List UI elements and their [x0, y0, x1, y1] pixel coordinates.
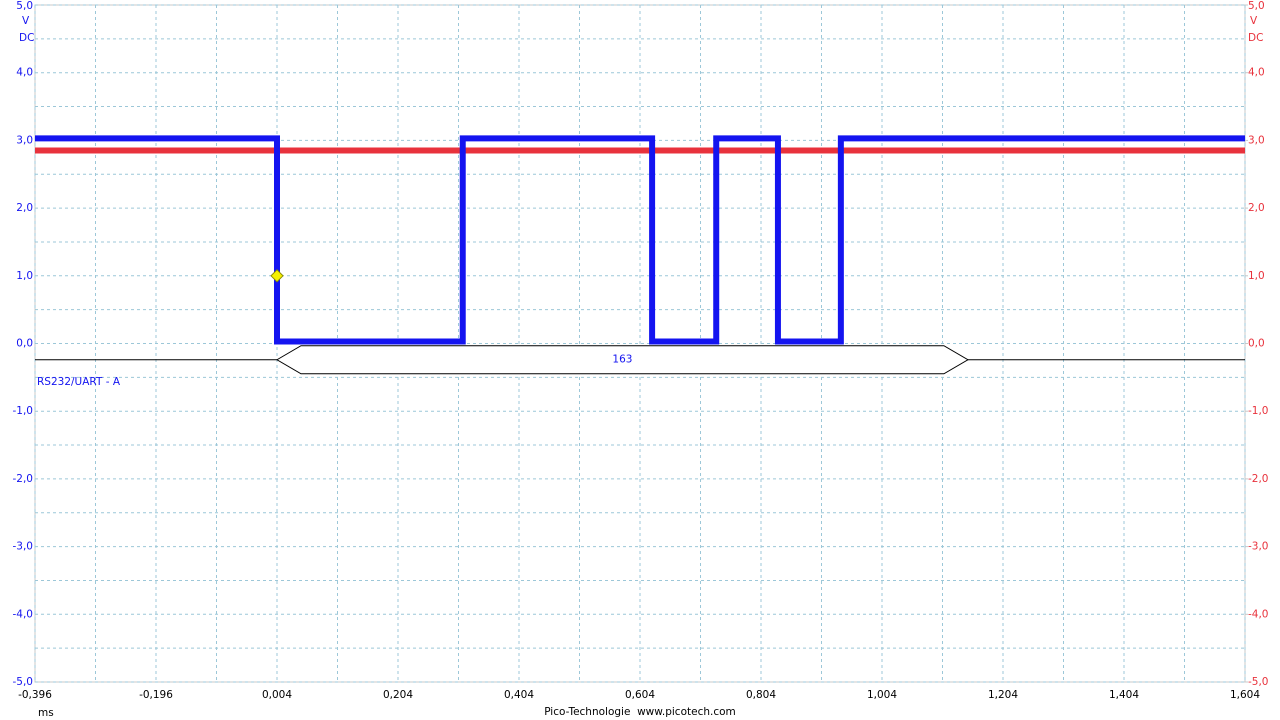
y-tick-label: -5,0: [13, 676, 34, 688]
x-tick-label: 0,204: [383, 689, 413, 701]
y-tick-label: 0,0: [16, 338, 33, 350]
y2-tick-label: -4,0: [1248, 608, 1269, 620]
x-tick-label: 1,604: [1230, 689, 1260, 701]
trigger-marker: [270, 269, 284, 283]
x-tick-label: 1,204: [988, 689, 1018, 701]
decoder-packet: [276, 345, 969, 375]
y2-tick-label: -2,0: [1248, 473, 1269, 485]
footer: Pico-Technologie www.picotech.com: [544, 706, 736, 718]
y2-tick-label: 5,0: [1248, 0, 1265, 12]
y2-tick-label: 3,0: [1248, 134, 1265, 146]
y-tick-label: 5,0: [16, 0, 33, 12]
y-tick-label: -1,0: [13, 405, 34, 417]
y-tick-label: 3,0: [16, 134, 33, 146]
x-tick-label: -0,196: [139, 689, 173, 701]
x-tick-label: 0,404: [504, 689, 534, 701]
x-tick-label: 1,004: [867, 689, 897, 701]
y-coupling: DC: [19, 32, 34, 44]
decoder-label: RS232/UART - A: [37, 376, 121, 388]
y2-tick-label: -1,0: [1248, 405, 1269, 417]
x-tick-label: 0,804: [746, 689, 776, 701]
y2-tick-label: 0,0: [1248, 338, 1265, 350]
trace: [35, 135, 1245, 345]
y-tick-label: -4,0: [13, 608, 34, 620]
y-tick-label: -2,0: [13, 473, 34, 485]
y2-tick-label: -3,0: [1248, 541, 1269, 553]
y-tick-label: -3,0: [13, 541, 34, 553]
x-tick-label: 0,004: [262, 689, 292, 701]
y2-tick-label: 2,0: [1248, 202, 1265, 214]
x-tick-label: -0,396: [18, 689, 52, 701]
x-tick-label: 0,604: [625, 689, 655, 701]
y2-tick-label: 1,0: [1248, 270, 1265, 282]
x-tick-label: 1,404: [1109, 689, 1139, 701]
x-unit: ms: [38, 707, 54, 719]
y2-coupling: DC: [1248, 32, 1263, 44]
y2-unit: V: [1250, 15, 1258, 27]
y-tick-label: 4,0: [16, 67, 33, 79]
y-tick-label: 2,0: [16, 202, 33, 214]
y2-tick-label: 4,0: [1248, 67, 1265, 79]
y2-tick-label: -5,0: [1248, 676, 1269, 688]
decoder-value: 163: [612, 354, 632, 366]
y-unit: V: [22, 15, 30, 27]
y-tick-label: 1,0: [16, 270, 33, 282]
